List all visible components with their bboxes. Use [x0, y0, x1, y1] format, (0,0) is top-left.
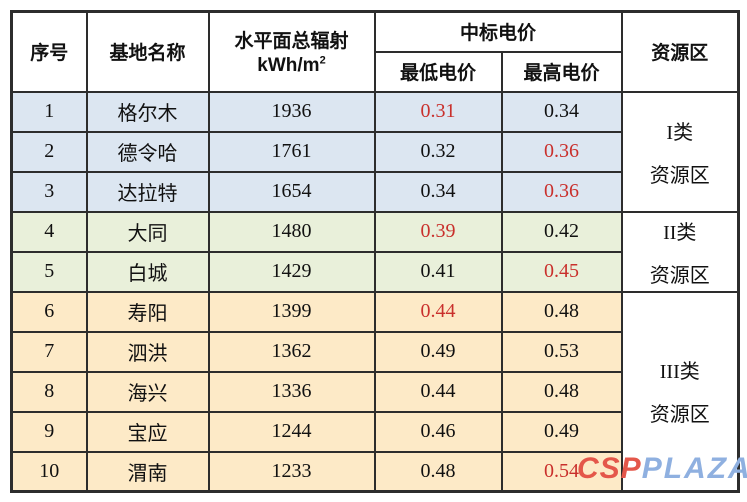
cell-max-price: 0.48 [500, 290, 623, 333]
cell-min-price: 0.46 [373, 410, 503, 453]
cell-max-price: 0.49 [500, 410, 623, 453]
cell-min-price: 0.32 [373, 130, 503, 173]
cell-base-name: 泗洪 [85, 330, 210, 373]
cell-zone-1: I类 资源区 [620, 90, 740, 213]
cell-radiation: 1336 [207, 370, 376, 413]
cell-max-price: 0.36 [500, 170, 623, 213]
cell-min-price: 0.39 [373, 210, 503, 253]
cell-radiation: 1761 [207, 130, 376, 173]
cell-index: 7 [10, 330, 88, 373]
cell-max-price: 0.34 [500, 90, 623, 133]
cell-radiation: 1233 [207, 450, 376, 493]
table-row: 4 大同 1480 0.39 0.42 II类 资源区 [10, 210, 740, 293]
table-row: 8 海兴 1336 0.44 0.48 [10, 370, 739, 413]
cell-index: 5 [10, 250, 88, 293]
cell-zone-3: III类 资源区 [620, 290, 740, 493]
cell-min-price: 0.44 [373, 370, 503, 413]
cell-index: 2 [10, 130, 88, 173]
table-row: 6 寿阳 1399 0.44 0.48 III类 资源区 [10, 290, 740, 493]
cell-radiation: 1244 [207, 410, 376, 453]
cell-base-name: 达拉特 [85, 170, 210, 213]
zone-label-line2: 资源区 [649, 164, 710, 187]
cell-min-price: 0.31 [373, 90, 503, 133]
zone-label-line1: II类 [663, 221, 697, 244]
cell-base-name: 海兴 [85, 370, 210, 413]
cell-max-price: 0.45 [500, 250, 623, 293]
table-row: 5 白城 1429 0.41 0.45 [10, 250, 739, 293]
header-base-name: 基地名称 [85, 10, 210, 93]
cell-base-name: 德令哈 [85, 130, 210, 173]
header-radiation-title: 水平面总辐射 [234, 31, 349, 53]
table-row: 10 渭南 1233 0.48 0.54 [10, 450, 739, 493]
table-body: 1 格尔木 1936 0.31 0.34 I类 资源区 2 德令哈 1761 0… [10, 90, 740, 493]
cell-base-name: 白城 [85, 250, 210, 293]
header-index: 序号 [10, 10, 88, 93]
cell-radiation: 1399 [207, 290, 376, 333]
cell-index: 9 [10, 410, 88, 453]
cell-radiation: 1654 [207, 170, 376, 213]
table-header: 序号 基地名称 水平面总辐射 kWh/m2 中标电价 资源区 最低电价 最高电价 [10, 10, 740, 93]
table-row: 1 格尔木 1936 0.31 0.34 I类 资源区 [10, 90, 740, 213]
cell-radiation: 1480 [207, 210, 376, 253]
header-radiation: 水平面总辐射 kWh/m2 [207, 10, 376, 93]
cell-base-name: 大同 [85, 210, 210, 253]
cell-min-price: 0.34 [373, 170, 503, 213]
zone-label-line1: III类 [659, 361, 700, 384]
cell-index: 4 [10, 210, 88, 253]
header-bid-price: 中标电价 [373, 10, 623, 53]
cell-max-price: 0.36 [500, 130, 623, 173]
header-row-1: 序号 基地名称 水平面总辐射 kWh/m2 中标电价 资源区 [10, 10, 740, 93]
cell-base-name: 渭南 [85, 450, 210, 493]
table-row: 2 德令哈 1761 0.32 0.36 [10, 130, 739, 173]
cell-index: 10 [10, 450, 88, 493]
header-row-2: 最低电价 最高电价 [12, 50, 739, 93]
cell-zone-2: II类 资源区 [620, 210, 740, 293]
zone-label-line2: 资源区 [649, 264, 710, 287]
cell-min-price: 0.41 [373, 250, 503, 293]
cell-radiation: 1936 [207, 90, 376, 133]
cell-index: 3 [10, 170, 88, 213]
cell-index: 6 [10, 290, 88, 333]
cell-index: 8 [10, 370, 88, 413]
cell-max-price: 0.54 [500, 450, 623, 493]
cell-min-price: 0.44 [373, 290, 503, 333]
cell-min-price: 0.48 [373, 450, 503, 493]
cell-radiation: 1362 [207, 330, 376, 373]
header-radiation-unit: kWh/m2 [257, 54, 326, 77]
table-row: 3 达拉特 1654 0.34 0.36 [10, 170, 739, 213]
cell-radiation: 1429 [207, 250, 376, 293]
cell-max-price: 0.48 [500, 370, 623, 413]
cell-index: 1 [10, 90, 88, 133]
header-resource-zone: 资源区 [620, 10, 740, 93]
header-max-price: 最高电价 [500, 50, 623, 93]
cell-base-name: 寿阳 [85, 290, 210, 333]
solar-base-price-table: 序号 基地名称 水平面总辐射 kWh/m2 中标电价 资源区 最低电价 最高电价… [10, 10, 741, 493]
zone-label-line1: I类 [666, 121, 694, 144]
cell-max-price: 0.53 [500, 330, 623, 373]
cell-base-name: 宝应 [85, 410, 210, 453]
cell-min-price: 0.49 [373, 330, 503, 373]
header-min-price: 最低电价 [373, 50, 503, 93]
zone-label-line2: 资源区 [649, 404, 710, 427]
cell-max-price: 0.42 [500, 210, 623, 253]
table-row: 7 泗洪 1362 0.49 0.53 [10, 330, 739, 373]
table-row: 9 宝应 1244 0.46 0.49 [10, 410, 739, 453]
cell-base-name: 格尔木 [85, 90, 210, 133]
